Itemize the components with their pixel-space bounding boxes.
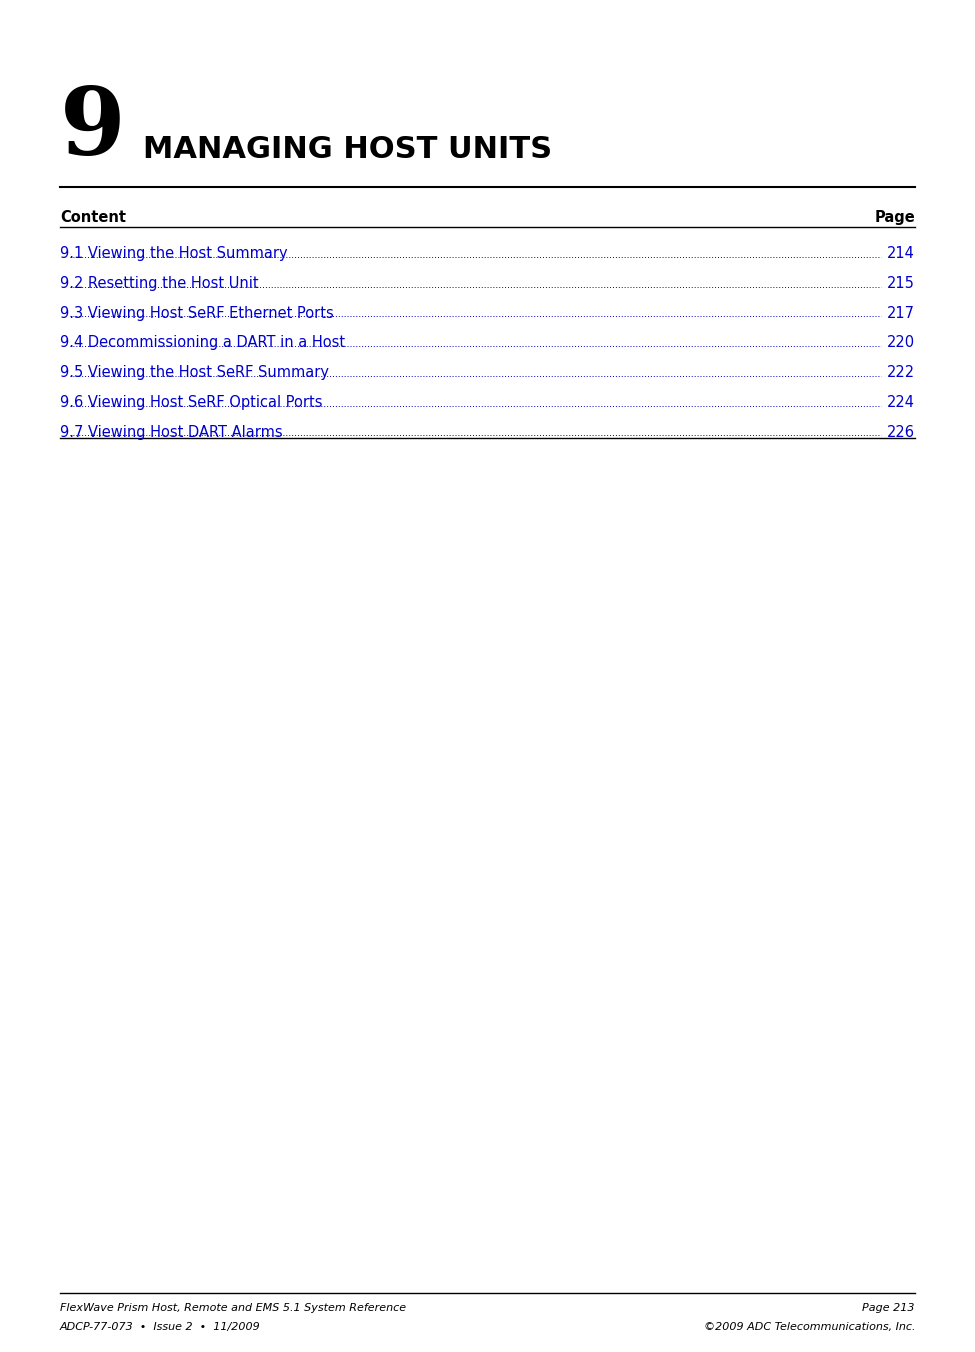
Text: ADCP-77-073  •  Issue 2  •  11/2009: ADCP-77-073 • Issue 2 • 11/2009 [60,1322,260,1332]
Text: ©2009 ADC Telecommunications, Inc.: ©2009 ADC Telecommunications, Inc. [704,1322,915,1332]
Text: 220: 220 [887,335,915,350]
Text: 215: 215 [887,276,915,291]
Text: MANAGING HOST UNITS: MANAGING HOST UNITS [143,135,552,164]
Text: Content: Content [60,210,126,224]
Text: 9.6 Viewing Host SeRF Optical Ports: 9.6 Viewing Host SeRF Optical Ports [60,395,328,410]
Text: 9.5 Viewing the Host SeRF Summary: 9.5 Viewing the Host SeRF Summary [60,365,329,380]
Text: 9.7 Viewing Host DART Alarms: 9.7 Viewing Host DART Alarms [60,425,288,439]
Text: 9.2 Resetting the Host Unit: 9.2 Resetting the Host Unit [60,276,263,291]
Text: 217: 217 [887,306,915,320]
Text: FlexWave Prism Host, Remote and EMS 5.1 System Reference: FlexWave Prism Host, Remote and EMS 5.1 … [60,1303,407,1313]
Text: 9.3 Viewing Host SeRF Ethernet Ports: 9.3 Viewing Host SeRF Ethernet Ports [60,306,333,320]
Text: 214: 214 [887,246,915,261]
Text: 226: 226 [887,425,915,439]
Text: 9.4 Decommissioning a DART in a Host: 9.4 Decommissioning a DART in a Host [60,335,345,350]
Text: 9.1 Viewing the Host Summary: 9.1 Viewing the Host Summary [60,246,288,261]
Text: Page 213: Page 213 [863,1303,915,1313]
Text: Page: Page [875,210,915,224]
Text: 9: 9 [60,84,126,174]
Text: 222: 222 [887,365,915,380]
Text: 224: 224 [887,395,915,410]
